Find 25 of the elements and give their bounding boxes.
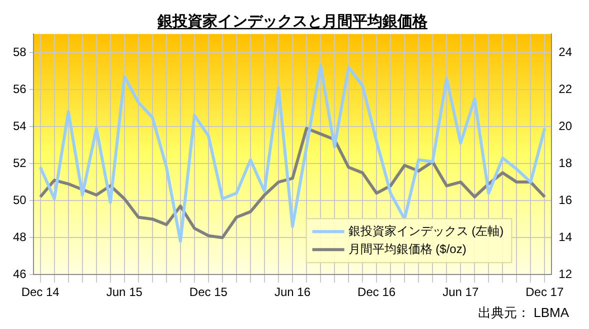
text: 出典元： LBMA	[478, 305, 570, 320]
y-tick-label: 54	[12, 118, 27, 133]
legend-label: 月間平均銀価格 ($/oz)	[348, 242, 466, 256]
chart-title: 銀投資家インデックスと月間平均銀価格	[156, 12, 428, 30]
x-tick-label: Dec 14	[21, 285, 60, 300]
x-tick-label: Jun 15	[106, 285, 143, 300]
x-tick-label: Dec 15	[189, 285, 228, 300]
x-tick-label: Jun 17	[442, 285, 479, 300]
y-tick-label: 46	[12, 266, 27, 281]
y-tick-label: 48	[12, 230, 27, 244]
y-tick-label: 56	[12, 82, 27, 96]
y2-tick-label: 20	[558, 118, 572, 133]
x-tick-label: Dec 16	[358, 285, 396, 300]
y2-tick-label: 14	[558, 230, 572, 244]
y2-tick-label: 24	[558, 44, 572, 59]
y2-tick-label: 12	[558, 266, 572, 281]
y-tick-label: 52	[12, 156, 27, 170]
legend-label: 銀投資家インデックス (左軸)	[348, 224, 504, 238]
y2-tick-label: 16	[558, 192, 572, 207]
x-tick-label: Jun 16	[274, 285, 311, 300]
x-tick-label: Dec 17	[526, 285, 564, 300]
y2-tick-label: 18	[558, 156, 572, 170]
y2-tick-label: 22	[558, 82, 572, 96]
y-tick-label: 50	[12, 192, 27, 207]
y-tick-label: 58	[12, 44, 27, 59]
